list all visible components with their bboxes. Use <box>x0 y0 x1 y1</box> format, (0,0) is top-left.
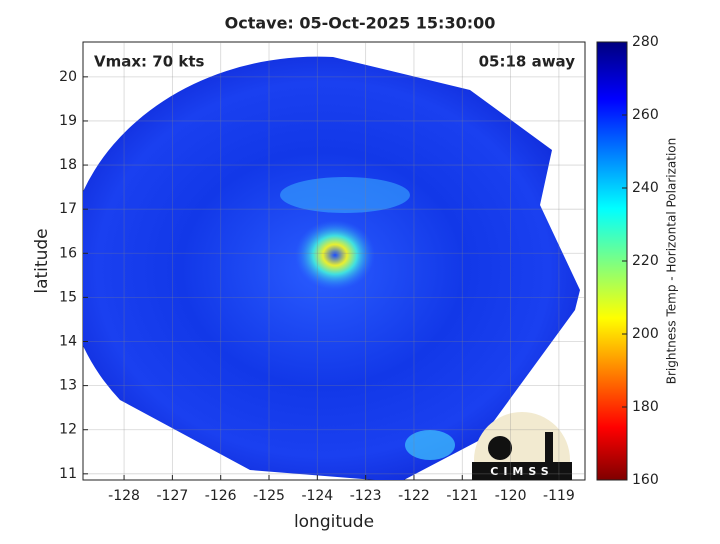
logo-dish <box>488 436 512 460</box>
logo-text: CIMSS <box>490 465 553 478</box>
colorbar-tick-label: 260 <box>632 107 659 123</box>
y-tick-label: 17 <box>59 201 77 217</box>
y-tick-label: 12 <box>59 422 77 438</box>
x-tick-label: -128 <box>108 488 140 504</box>
x-tick-label: -119 <box>543 488 575 504</box>
logo: CIMSS <box>472 412 572 480</box>
x-tick-label: -123 <box>350 488 382 504</box>
y-tick-label: 20 <box>59 69 77 85</box>
colorbar-tick-label: 280 <box>632 34 659 50</box>
logo-bar <box>472 462 572 480</box>
colorbar-tick-label: 180 <box>632 399 659 415</box>
x-tick-label: -126 <box>205 488 237 504</box>
rainband <box>280 177 410 213</box>
y-tick-label: 13 <box>59 378 77 394</box>
colorbar-tick-label: 200 <box>632 326 659 342</box>
y-tick-label: 14 <box>59 333 77 349</box>
colorbar-tick-label: 160 <box>632 472 659 488</box>
colorbar-tick-label: 240 <box>632 180 659 196</box>
x-tick-label: -127 <box>156 488 188 504</box>
y-tick-label: 16 <box>59 245 77 261</box>
x-tick-label: -120 <box>495 488 527 504</box>
y-tick-label: 19 <box>59 113 77 129</box>
colorbar-tick-label: 220 <box>632 253 659 269</box>
x-tick-label: -125 <box>253 488 285 504</box>
eyewall <box>295 220 375 290</box>
annotation: Vmax: 70 kts <box>94 53 204 71</box>
logo-tower <box>545 432 553 462</box>
chart-title: Octave: 05-Oct-2025 15:30:00 <box>225 14 496 33</box>
y-axis-label: latitude <box>32 228 52 293</box>
x-tick-label: -122 <box>398 488 430 504</box>
cloud-patch <box>405 430 455 460</box>
y-tick-label: 15 <box>59 289 77 305</box>
y-tick-label: 18 <box>59 157 77 173</box>
x-axis-label: longitude <box>294 512 374 532</box>
y-tick-label: 11 <box>59 466 77 482</box>
x-tick-label: -121 <box>446 488 478 504</box>
colorbar-label: Brightness Temp - Horizontal Polarizatio… <box>665 138 679 385</box>
annotation: 05:18 away <box>479 53 576 71</box>
x-tick-label: -124 <box>301 488 333 504</box>
swath <box>83 56 580 480</box>
